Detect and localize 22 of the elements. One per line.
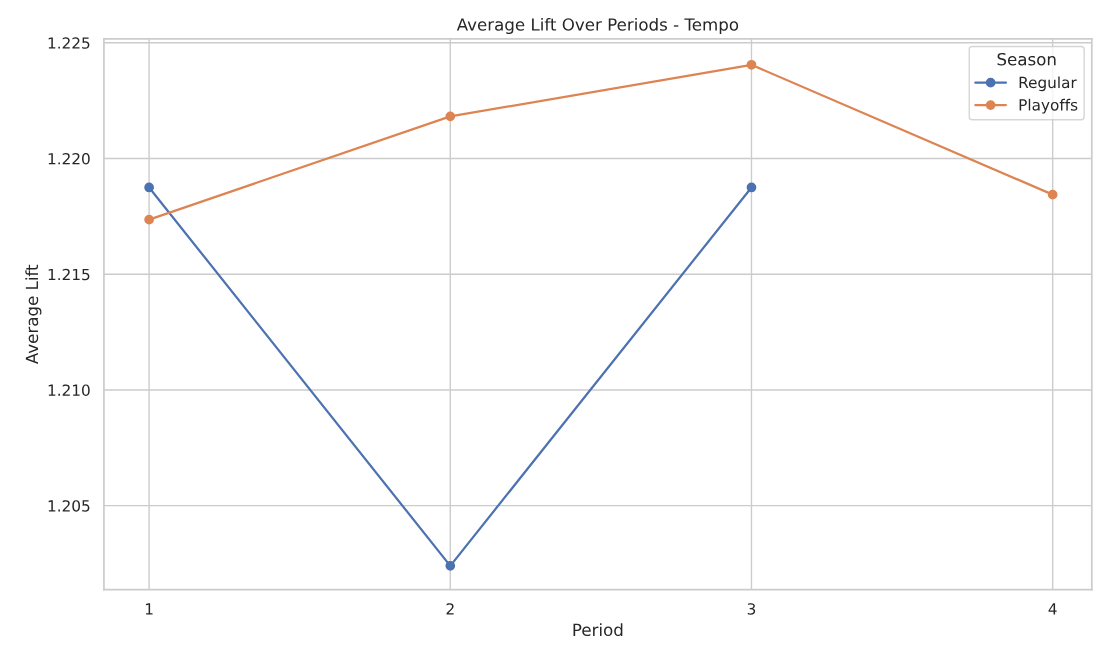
y-tick-label: 1.210 [48,384,90,396]
point [445,560,456,571]
point [1047,189,1058,200]
chart-title: Average Lift Over Periods - Tempo [456,17,739,35]
y-tick-label: 1.215 [48,268,90,281]
legend-label: Playoffs [1019,98,1078,114]
legend-label: Regular [1019,76,1077,92]
y-tick-label: 1.220 [48,152,90,165]
x-tick-label: 4 [1048,603,1057,615]
point [445,111,456,122]
x-tick-label: 1 [145,603,153,615]
y-axis-title: Average Lift [25,264,42,365]
x-tick-label: 3 [747,603,756,615]
point [144,214,154,225]
y-tick-label: 1.205 [48,500,90,512]
point [144,182,154,193]
y-tick-label: 1.225 [48,37,90,49]
x-axis-title: Period [573,623,623,637]
point [746,182,757,193]
legend-title: Season [997,52,1056,66]
x-tick-label: 2 [446,603,454,615]
point [746,59,757,70]
